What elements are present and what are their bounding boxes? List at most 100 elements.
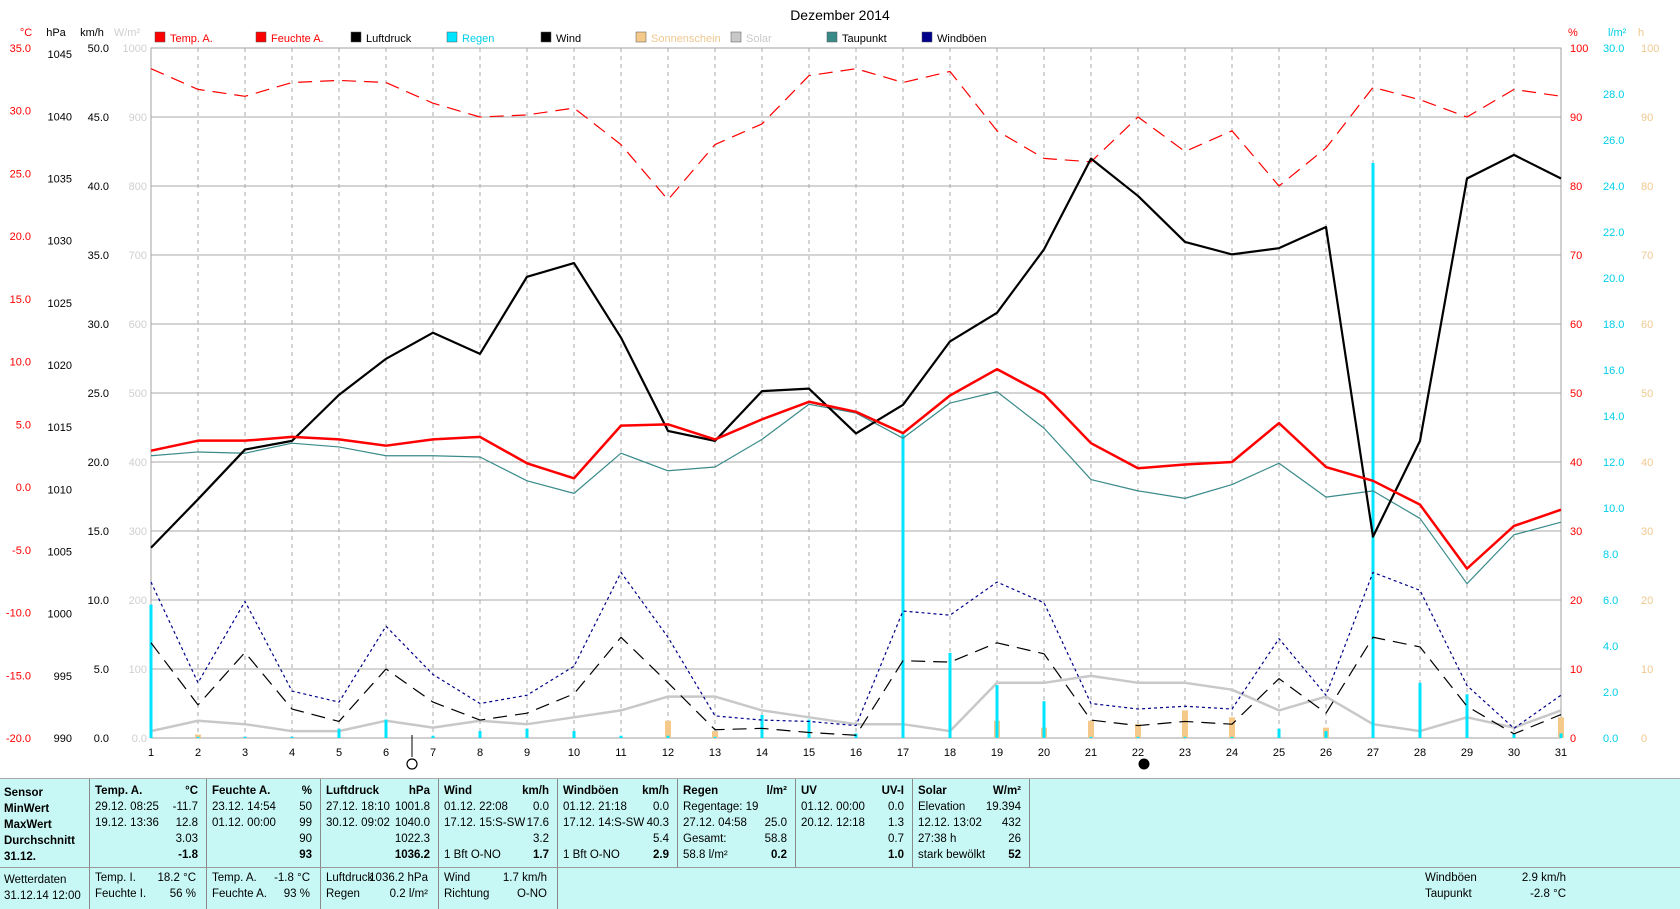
cell-boeen-3-label: 1 Bft O-NO — [563, 849, 620, 861]
tick-label-rain: 10.0 — [1603, 503, 1624, 515]
cell-uv-1-label: 20.12. 12:18 — [801, 817, 865, 829]
rain-bar — [1324, 731, 1328, 738]
x-tick-label: 14 — [756, 747, 768, 759]
rain-bar — [760, 715, 764, 738]
cell-regen-1-label: 27.12. 04:58 — [683, 817, 747, 829]
legend-label: Feuchte A. — [271, 33, 324, 45]
header-solar: Solar — [918, 785, 947, 797]
current-col2-0-value: 18.2 °C — [157, 872, 196, 884]
cell-boeen-0-value: 0.0 — [653, 801, 669, 813]
tick-label-wind: 40.0 — [88, 181, 109, 193]
rain-bar — [431, 735, 435, 738]
tick-label-humidity: 10 — [1570, 664, 1582, 676]
header-uv: UV — [801, 785, 817, 797]
tick-label-rain: 18.0 — [1603, 319, 1624, 331]
legend-label: Regen — [462, 33, 494, 45]
summary-col-uv: UV UV-I 01.12. 00:00 0.0 20.12. 12:18 1.3 0.7 1… — [796, 779, 913, 867]
current-col3-0-label: Temp. A. — [212, 872, 257, 884]
x-tick-label: 24 — [1226, 747, 1238, 759]
rain-bar — [1277, 728, 1281, 738]
cell-temp-0-value: -11.7 — [172, 801, 198, 813]
tick-label-rain: 24.0 — [1603, 181, 1624, 193]
rain-bar — [196, 736, 200, 738]
legend-label: Temp. A. — [170, 33, 213, 45]
current-col3-1-label: Feuchte A. — [212, 888, 267, 900]
x-tick-label: 21 — [1085, 747, 1097, 759]
cell-druck-0-label: 27.12. 18:10 — [326, 801, 390, 813]
tick-label-humidity: 40 — [1570, 457, 1582, 469]
tick-label-pressure: 1020 — [48, 360, 72, 372]
tick-label-humidity: 100 — [1570, 43, 1588, 55]
tick-label-temp: 30.0 — [10, 106, 31, 118]
summary-col-wind: Wind km/h 01.12. 22:08 0.0 17.12. 15:S-SW 17.… — [439, 779, 558, 867]
tick-label-sunshine: 80 — [1641, 181, 1653, 193]
cell-solar-3-label: stark bewölkt — [918, 849, 986, 861]
unit-uv: UV-I — [881, 785, 904, 797]
current-col5-0-value: 1.7 km/h — [502, 872, 547, 884]
tick-label-solar: 500 — [129, 388, 147, 400]
cell-regen-3-label: 58.8 l/m² — [683, 849, 728, 861]
cell-uv-0-label: 01.12. 00:00 — [801, 801, 865, 813]
rain-bar — [995, 685, 999, 738]
row-label-avg: Durchschnitt — [4, 835, 75, 847]
rain-bar — [243, 736, 247, 738]
cell-wind-3-label: 1 Bft O-NO — [444, 849, 501, 861]
x-tick-label: 22 — [1132, 747, 1144, 759]
tick-label-temp: -15.0 — [6, 670, 31, 682]
cell-uv-1-value: 1.3 — [888, 817, 904, 829]
x-tick-label: 23 — [1179, 747, 1191, 759]
rain-bar — [1089, 736, 1093, 738]
legend-swatch — [826, 31, 838, 43]
tick-label-humidity: 60 — [1570, 319, 1582, 331]
current-col5-1-value: O-NO — [516, 888, 547, 900]
cell-feuchte-2-value: 90 — [299, 833, 312, 845]
tick-label-temp: -5.0 — [12, 545, 31, 557]
tick-label-solar: 300 — [129, 526, 147, 538]
cell-regen-1-value: 25.0 — [764, 817, 787, 829]
tick-label-solar: 1000 — [123, 43, 147, 55]
cell-temp-2-value: 3.03 — [175, 833, 198, 845]
rain-bar — [572, 731, 576, 738]
tick-label-solar: 0.0 — [132, 733, 147, 745]
tick-label-temp: 5.0 — [16, 419, 31, 431]
tick-label-rain: 6.0 — [1603, 595, 1618, 607]
cell-feuchte-0-value: 50 — [299, 801, 312, 813]
unit-solar: W/m² — [992, 785, 1021, 797]
tick-label-humidity: 20 — [1570, 595, 1582, 607]
legend-label: Luftdruck — [366, 33, 412, 45]
tick-label-temp: 15.0 — [10, 294, 31, 306]
rain-bar — [619, 735, 623, 738]
tick-label-solar: 600 — [129, 319, 147, 331]
x-tick-label: 30 — [1508, 747, 1520, 759]
summary-col-gusts: Windböen km/h 01.12. 21:18 0.0 17.12. 14:S-S… — [558, 779, 678, 867]
tick-label-rain: 22.0 — [1603, 227, 1624, 239]
sunshine-bar — [665, 720, 671, 738]
tick-label-sunshine: 60 — [1641, 319, 1653, 331]
x-tick-label: 15 — [803, 747, 815, 759]
current-values-bar: Wetterdaten 31.12.14 12:00 Temp. I. 18.2 … — [0, 868, 1680, 909]
cell-wind-0-value: 0.0 — [533, 801, 549, 813]
cell-druck-1-value: 1040.0 — [394, 817, 430, 829]
tick-label-pressure: 1000 — [48, 609, 72, 621]
current-col2-0-label: Temp. I. — [95, 872, 136, 884]
x-tick-label: 29 — [1461, 747, 1473, 759]
legend-swatch — [154, 31, 166, 43]
cell-wind-3-value: 1.7 — [533, 849, 549, 861]
tick-label-sunshine: 90 — [1641, 112, 1653, 124]
cell-solar-2-value: 26 — [1008, 833, 1021, 845]
legend-label: Sonnenschein — [651, 33, 721, 45]
x-tick-label: 4 — [289, 747, 295, 759]
header-boeen: Windböen — [563, 785, 619, 797]
x-tick-label: 8 — [477, 747, 483, 759]
row-label-max: MaxWert — [4, 819, 52, 831]
x-tick-label: 6 — [383, 747, 389, 759]
legend-label: Wind — [556, 33, 581, 45]
rain-bar — [713, 736, 717, 738]
x-tick-label: 7 — [430, 747, 436, 759]
tick-label-rain: 12.0 — [1603, 457, 1624, 469]
cell-boeen-1-label: 17.12. 14:S-SW — [563, 817, 645, 829]
current-col4-0-value: 1036.2 hPa — [369, 872, 428, 884]
tick-label-temp: -20.0 — [6, 733, 31, 745]
unit-druck: hPa — [408, 785, 430, 797]
x-tick-label: 27 — [1367, 747, 1379, 759]
